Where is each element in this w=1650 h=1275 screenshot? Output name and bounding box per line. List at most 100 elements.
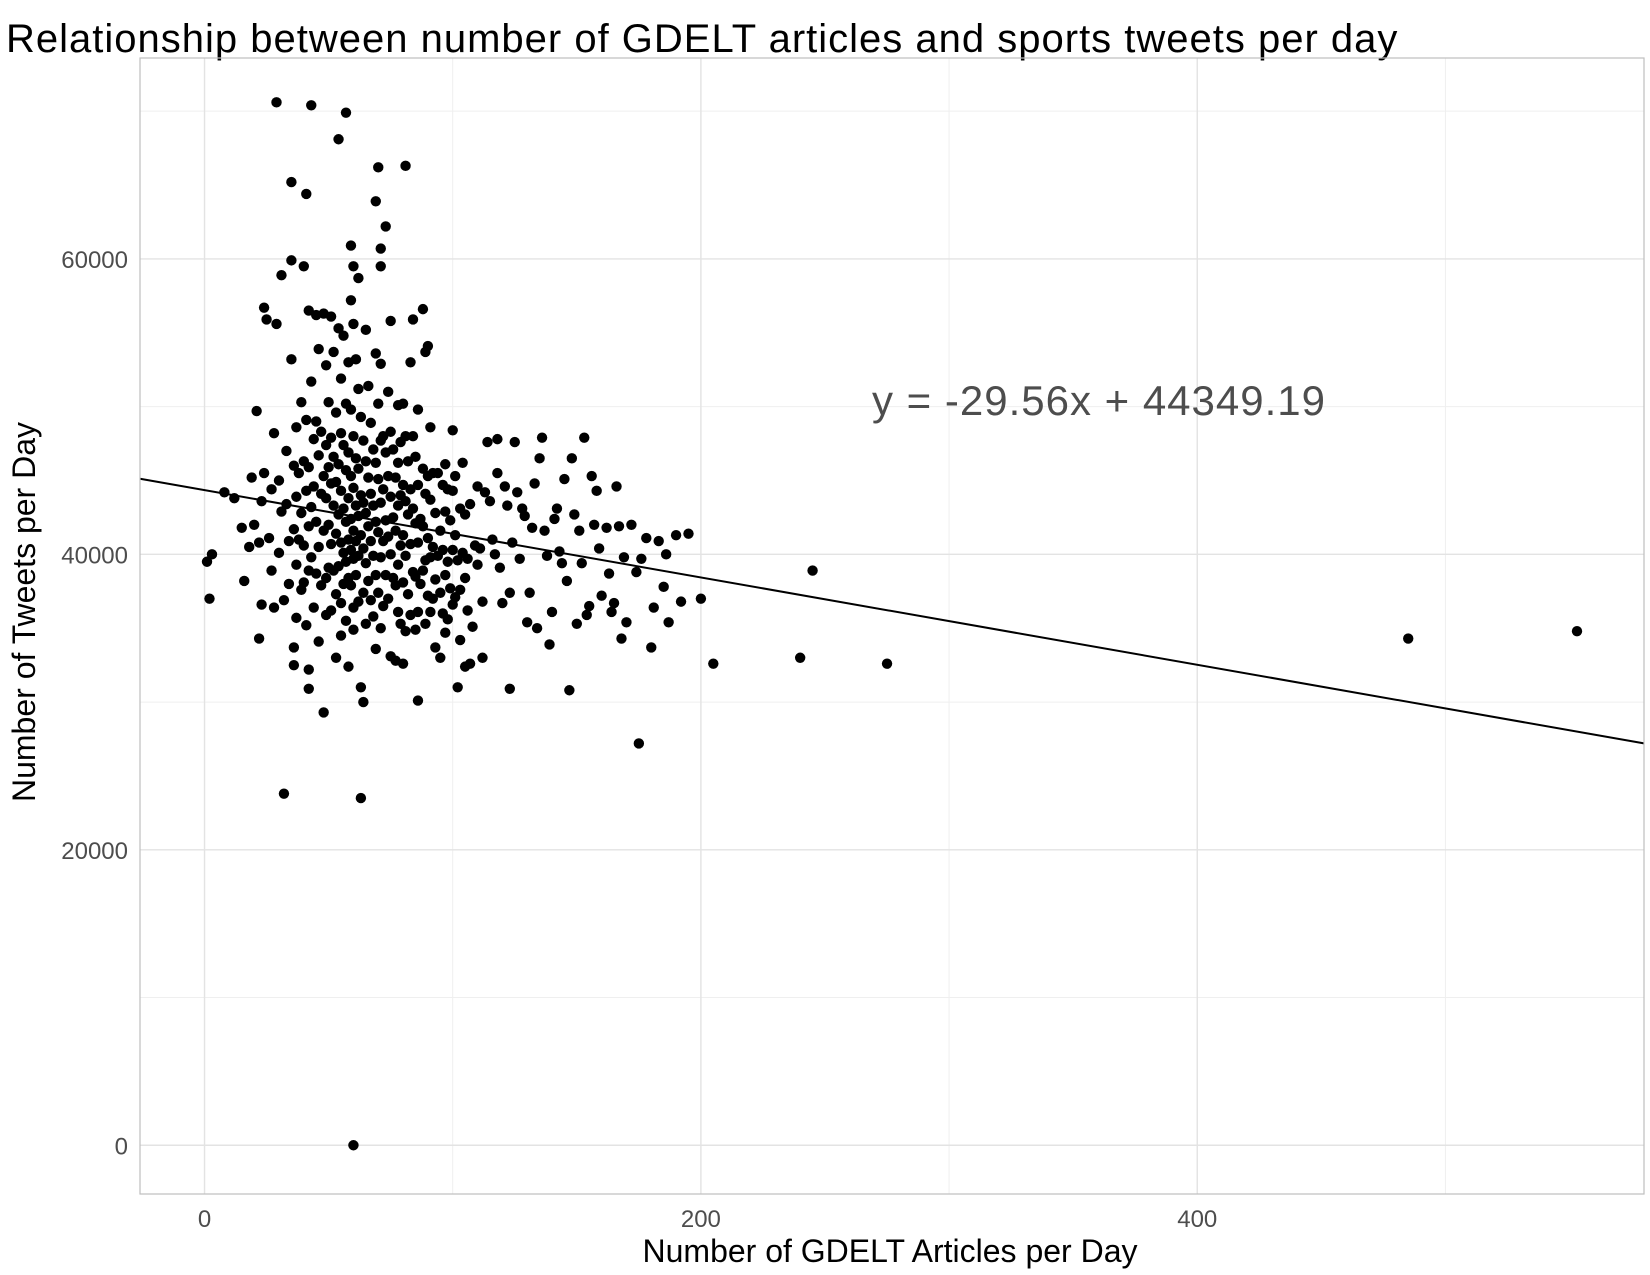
data-point: [440, 506, 451, 517]
data-point: [301, 188, 312, 200]
data-point: [472, 559, 483, 570]
data-point: [400, 160, 411, 172]
data-point: [410, 451, 421, 463]
data-point: [512, 487, 523, 498]
data-point: [1571, 625, 1583, 637]
data-point: [363, 472, 374, 483]
data-point: [430, 642, 441, 653]
data-point: [390, 472, 401, 483]
data-point: [564, 685, 575, 696]
data-point: [303, 461, 314, 473]
data-point: [454, 634, 466, 646]
data-point: [576, 558, 587, 569]
data-point: [370, 643, 381, 655]
y-axis-title: Number of Tweets per Day: [6, 422, 42, 802]
data-point: [502, 500, 513, 511]
data-point: [288, 642, 300, 653]
data-point: [263, 532, 275, 544]
data-point: [253, 537, 265, 548]
data-point: [499, 481, 511, 492]
data-point: [405, 357, 416, 368]
data-point: [581, 609, 592, 621]
data-point: [373, 587, 384, 598]
data-point: [708, 658, 719, 669]
data-point: [382, 531, 394, 542]
data-point: [330, 476, 342, 488]
data-point: [373, 473, 384, 485]
data-point: [273, 547, 285, 559]
data-point: [395, 540, 406, 551]
data-point: [382, 386, 394, 398]
data-point: [459, 572, 471, 584]
data-point: [368, 611, 379, 622]
data-point: [375, 243, 386, 254]
data-point: [588, 519, 600, 531]
data-point: [392, 457, 404, 468]
data-point: [675, 596, 687, 607]
data-point: [330, 407, 342, 418]
y-tick-label: 20000: [61, 838, 128, 865]
data-point: [472, 481, 483, 492]
data-point: [566, 453, 578, 464]
data-point: [660, 549, 672, 560]
data-point: [514, 553, 525, 564]
data-point: [278, 788, 290, 799]
data-point: [278, 594, 290, 606]
data-point: [457, 457, 468, 468]
data-point: [325, 432, 337, 443]
data-point: [410, 571, 421, 582]
data-point: [355, 682, 367, 693]
data-point: [430, 574, 441, 585]
data-point: [258, 467, 270, 479]
data-point: [311, 568, 322, 579]
data-point: [556, 558, 568, 569]
data-point: [663, 617, 674, 628]
data-point: [358, 435, 369, 446]
data-point: [794, 652, 806, 663]
chart-title: Relationship between number of GDELT art…: [6, 17, 1398, 61]
data-point: [593, 543, 605, 554]
data-point: [320, 572, 332, 584]
data-point: [445, 583, 456, 594]
x-tick-label: 200: [681, 1206, 721, 1233]
data-point: [400, 550, 411, 562]
data-point: [350, 354, 362, 365]
data-point: [333, 323, 344, 334]
data-point: [412, 537, 424, 548]
data-point: [320, 360, 332, 371]
data-point: [492, 433, 503, 445]
data-point: [462, 605, 473, 616]
data-point: [400, 430, 411, 442]
y-axis-ticks: 0 20000 40000 60000: [61, 247, 128, 1160]
data-point: [315, 426, 327, 437]
data-point: [370, 196, 381, 207]
data-point: [569, 509, 580, 520]
data-point: [447, 425, 458, 436]
y-tick-label: 60000: [61, 247, 128, 274]
data-point: [323, 396, 334, 408]
data-point: [658, 581, 669, 593]
data-point: [318, 470, 329, 482]
data-point: [333, 459, 344, 470]
data-point: [596, 590, 607, 601]
data-point: [328, 451, 339, 463]
x-tick-label: 0: [198, 1206, 211, 1233]
data-point: [348, 1140, 359, 1151]
data-point: [335, 485, 347, 497]
data-point: [529, 478, 540, 489]
data-point: [881, 658, 893, 669]
data-point: [378, 484, 389, 495]
data-point: [308, 602, 319, 613]
plot-panel: [139, 57, 1645, 1195]
data-point: [440, 459, 451, 470]
data-point: [251, 405, 262, 417]
data-point: [340, 615, 352, 627]
data-point: [370, 348, 381, 359]
data-point: [462, 553, 473, 564]
data-point: [397, 529, 409, 541]
x-axis-ticks: 0 200 400: [198, 1206, 1217, 1233]
data-point: [489, 549, 501, 560]
data-point: [360, 507, 372, 519]
data-point: [536, 432, 548, 443]
data-point: [375, 261, 386, 272]
